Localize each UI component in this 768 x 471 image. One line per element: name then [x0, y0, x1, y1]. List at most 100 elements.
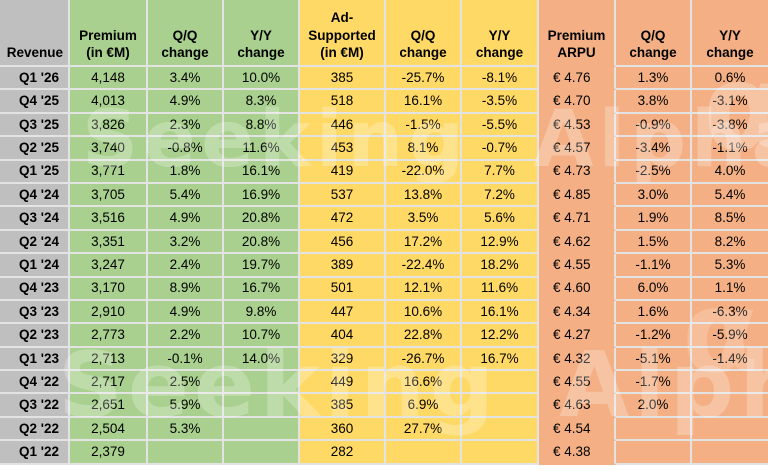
- cell-ad-supported-eur-m: 501: [300, 277, 386, 301]
- cell-ad-qq-change: -22.4%: [386, 254, 462, 278]
- cell-ad-supported-eur-m: 449: [300, 371, 386, 395]
- row-label: Q3 '24: [0, 207, 70, 231]
- cell-ad-qq-change: -25.7%: [386, 67, 462, 91]
- row-label: Q2 '25: [0, 137, 70, 161]
- cell-arpu-yy-change: -3.8%: [692, 113, 768, 138]
- cell-premium-yy-change: 14.0%: [224, 347, 300, 372]
- cell-premium-revenue-eur-m: 2,379: [70, 441, 148, 465]
- cell-ad-yy-change: -8.1%: [462, 67, 539, 91]
- cell-arpu-qq-change: -3.4%: [616, 137, 692, 161]
- cell-arpu-qq-change: 1.5%: [616, 230, 692, 255]
- cell-arpu-yy-change: [692, 371, 768, 395]
- cell-premium-revenue-eur-m: 2,651: [70, 394, 148, 418]
- cell-premium-revenue-eur-m: 4,013: [70, 90, 148, 114]
- cell-arpu-yy-change: 5.4%: [692, 183, 768, 208]
- cell-ad-yy-change: -3.5%: [462, 90, 539, 114]
- corner-revenue-header: Revenue: [0, 0, 70, 67]
- cell-ad-supported-eur-m: 329: [300, 347, 386, 372]
- cell-premium-revenue-eur-m: 3,516: [70, 207, 148, 231]
- cell-ad-yy-change: 12.2%: [462, 324, 539, 348]
- cell-premium-qq-change: -0.1%: [148, 347, 224, 372]
- row-label: Q2 '23: [0, 324, 70, 348]
- row-label: Q3 '23: [0, 300, 70, 325]
- row-label: Q4 '24: [0, 183, 70, 208]
- cell-arpu-yy-change: -5.9%: [692, 324, 768, 348]
- cell-premium-arpu: € 4.55: [539, 254, 616, 278]
- cell-ad-yy-change: 11.6%: [462, 277, 539, 301]
- cell-premium-arpu: € 4.38: [539, 441, 616, 465]
- cell-premium-revenue-eur-m: 3,826: [70, 113, 148, 138]
- cell-ad-qq-change: 6.9%: [386, 394, 462, 418]
- column-header-ad-supported-eur-m: Ad- Supported (in €M): [300, 0, 386, 67]
- column-header-premium-revenue-eur-m: Premium (in €M): [70, 0, 148, 67]
- cell-arpu-qq-change: -1.2%: [616, 324, 692, 348]
- cell-ad-qq-change: 16.6%: [386, 371, 462, 395]
- cell-premium-revenue-eur-m: 2,773: [70, 324, 148, 348]
- cell-arpu-qq-change: -5.1%: [616, 347, 692, 372]
- cell-ad-supported-eur-m: 389: [300, 254, 386, 278]
- cell-premium-yy-change: 10.7%: [224, 324, 300, 348]
- cell-premium-qq-change: 4.9%: [148, 300, 224, 325]
- cell-arpu-qq-change: 3.0%: [616, 183, 692, 208]
- cell-arpu-yy-change: -1.4%: [692, 347, 768, 372]
- cell-ad-qq-change: 22.8%: [386, 324, 462, 348]
- cell-ad-yy-change: [462, 394, 539, 418]
- cell-premium-arpu: € 4.63: [539, 394, 616, 418]
- row-label: Q2 '22: [0, 417, 70, 442]
- row-label: Q1 '25: [0, 160, 70, 184]
- cell-premium-qq-change: 5.9%: [148, 394, 224, 418]
- cell-ad-qq-change: [386, 441, 462, 465]
- cell-ad-yy-change: 16.7%: [462, 347, 539, 372]
- cell-premium-revenue-eur-m: 2,717: [70, 371, 148, 395]
- cell-arpu-qq-change: -1.1%: [616, 254, 692, 278]
- cell-premium-arpu: € 4.60: [539, 277, 616, 301]
- cell-ad-supported-eur-m: 419: [300, 160, 386, 184]
- cell-arpu-yy-change: 8.2%: [692, 230, 768, 255]
- cell-premium-yy-change: [224, 441, 300, 465]
- cell-premium-yy-change: 8.8%: [224, 113, 300, 138]
- cell-ad-yy-change: 7.2%: [462, 183, 539, 208]
- cell-ad-qq-change: -22.0%: [386, 160, 462, 184]
- cell-ad-supported-eur-m: 385: [300, 394, 386, 418]
- cell-ad-yy-change: -0.7%: [462, 137, 539, 161]
- cell-arpu-yy-change: 0.6%: [692, 67, 768, 91]
- cell-ad-supported-eur-m: 453: [300, 137, 386, 161]
- cell-ad-qq-change: 13.8%: [386, 183, 462, 208]
- cell-premium-revenue-eur-m: 4,148: [70, 67, 148, 91]
- cell-premium-qq-change: 3.2%: [148, 230, 224, 255]
- cell-premium-yy-change: 10.0%: [224, 67, 300, 91]
- cell-premium-qq-change: 3.4%: [148, 67, 224, 91]
- cell-premium-arpu: € 4.34: [539, 300, 616, 325]
- cell-arpu-yy-change: 1.1%: [692, 277, 768, 301]
- cell-premium-yy-change: 11.6%: [224, 137, 300, 161]
- cell-ad-qq-change: 17.2%: [386, 230, 462, 255]
- cell-arpu-qq-change: -1.7%: [616, 371, 692, 395]
- cell-ad-supported-eur-m: 472: [300, 207, 386, 231]
- cell-premium-qq-change: 4.9%: [148, 90, 224, 114]
- cell-ad-qq-change: 27.7%: [386, 417, 462, 442]
- cell-premium-qq-change: [148, 441, 224, 465]
- cell-premium-yy-change: 16.9%: [224, 183, 300, 208]
- cell-premium-yy-change: 9.8%: [224, 300, 300, 325]
- cell-ad-qq-change: 8.1%: [386, 137, 462, 161]
- cell-premium-arpu: € 4.71: [539, 207, 616, 231]
- cell-arpu-yy-change: 5.3%: [692, 254, 768, 278]
- cell-premium-qq-change: 2.5%: [148, 371, 224, 395]
- column-header-arpu-yy-change: Y/Y change: [692, 0, 768, 67]
- cell-ad-supported-eur-m: 360: [300, 417, 386, 442]
- cell-ad-supported-eur-m: 456: [300, 230, 386, 255]
- row-label: Q2 '24: [0, 230, 70, 255]
- cell-ad-yy-change: 7.7%: [462, 160, 539, 184]
- cell-premium-qq-change: 2.3%: [148, 113, 224, 138]
- cell-premium-qq-change: 2.2%: [148, 324, 224, 348]
- cell-ad-yy-change: [462, 441, 539, 465]
- cell-arpu-qq-change: [616, 441, 692, 465]
- row-label: Q1 '24: [0, 254, 70, 278]
- cell-premium-arpu: € 4.62: [539, 230, 616, 255]
- cell-premium-yy-change: 20.8%: [224, 230, 300, 255]
- cell-premium-arpu: € 4.54: [539, 417, 616, 442]
- row-label: Q3 '22: [0, 394, 70, 418]
- cell-premium-revenue-eur-m: 3,705: [70, 183, 148, 208]
- column-header-arpu-qq-change: Q/Q change: [616, 0, 692, 67]
